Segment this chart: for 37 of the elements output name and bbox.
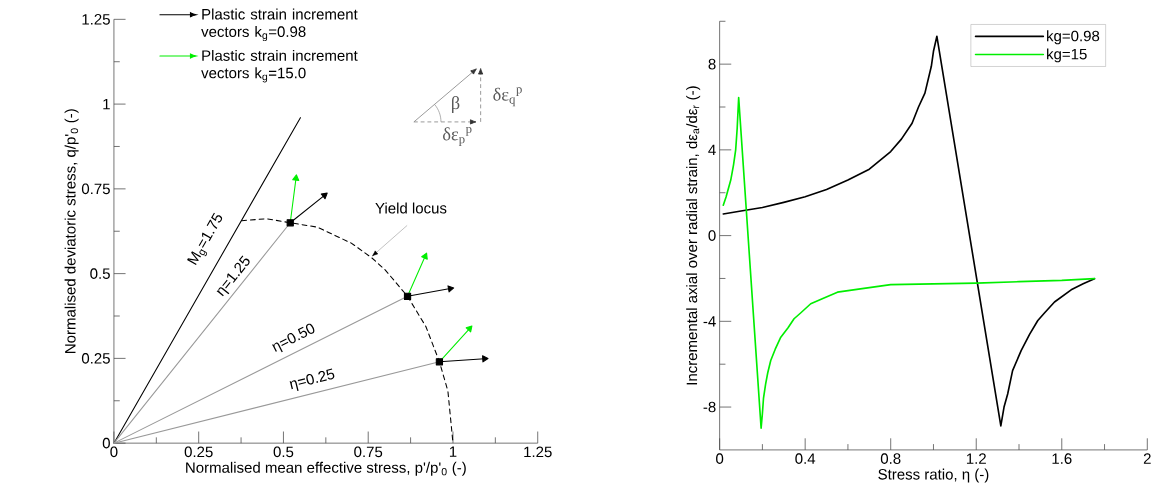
y-tick-label: -8: [703, 401, 716, 413]
x-tick-label: 0: [716, 453, 724, 464]
y-tick-label: 8: [708, 58, 716, 70]
y-axis-title: Normalised deviatoric stress, q/p'$_{0}$ (-): [64, 109, 79, 353]
annotation: Yield locus: [375, 202, 447, 214]
annotation: δε$_{q}$p: [493, 87, 522, 107]
y-tick-label: -4: [703, 316, 716, 327]
x-tick-label: 1: [449, 446, 457, 457]
x-tick-label: 0.5: [273, 446, 294, 457]
y-tick-label: 1: [103, 98, 110, 110]
annotation: η=0.25: [289, 368, 335, 391]
x-tick-label: 2: [1143, 453, 1151, 464]
x-tick-label: 1.6: [1052, 453, 1072, 464]
x-axis-title: Normalised mean effective stress, p'/p'$_{0}$ (-): [186, 461, 466, 476]
legend-label: kg=15: [1047, 48, 1087, 63]
x-tick-label: 0.25: [184, 446, 213, 457]
y-tick-label: 0: [708, 230, 716, 241]
x-tick-label: 1.2: [966, 453, 986, 464]
annotation: β: [451, 95, 460, 113]
annotation: δε$_{p}$p: [443, 126, 472, 146]
y-tick-label: 0.75: [81, 183, 110, 195]
y-tick-label: 1.25: [82, 13, 110, 25]
y-tick-label: 0.25: [81, 352, 110, 364]
x-tick-label: 0.4: [795, 453, 816, 464]
y-tick-label: 4: [708, 144, 716, 155]
y-axis-title: Incremental axial over radial strain, dε$_{a}$/dε$_{r}$ (-): [686, 86, 701, 385]
x-tick-label: 0: [110, 446, 118, 457]
x-tick-label: 0.8: [880, 453, 901, 464]
x-tick-label: 0.75: [354, 446, 383, 457]
x-tick-label: 1.25: [524, 446, 552, 457]
y-tick-label: 0.5: [90, 268, 110, 279]
legend-label: Plastic strain increment vectors k$_{g}$=15.0: [201, 49, 358, 83]
x-axis-title: Stress ratio, η (-): [878, 468, 989, 483]
legend-label: kg=0.98: [1047, 30, 1100, 45]
legend-label: Plastic strain increment vectors k$_{g}$=0.98: [201, 8, 358, 41]
y-tick-label: 0: [102, 437, 110, 449]
annotation: M$_{g}$=1.75: [187, 212, 223, 265]
